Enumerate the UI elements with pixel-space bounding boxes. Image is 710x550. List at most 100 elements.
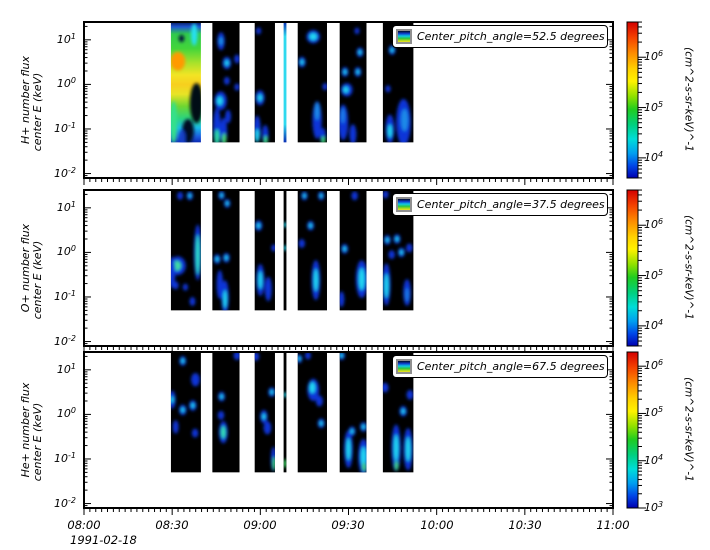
colorbar-tick-label: 103: [644, 500, 664, 514]
flux-blob: [258, 271, 263, 289]
flux-blob: [195, 234, 200, 275]
flux-blob: [340, 107, 346, 124]
flux-blob: [401, 108, 409, 132]
colorbar-ticks: [638, 21, 646, 179]
y-tick-label: 100: [56, 76, 76, 90]
flux-blob: [283, 222, 287, 228]
flux-blob: [399, 250, 404, 255]
colorbar-tick-label: 105: [644, 268, 664, 282]
flux-blob: [225, 201, 229, 206]
y-tick-label: 100: [56, 244, 76, 258]
colorbar-ticks: [638, 365, 646, 509]
flux-blob: [256, 223, 261, 229]
colorbar-o-plus: [626, 189, 639, 347]
panel-o-plus: [83, 189, 646, 353]
flux-blob: [170, 396, 174, 404]
flux-blob: [298, 239, 306, 248]
flux-blob: [405, 288, 409, 302]
flux-blob: [255, 128, 260, 143]
flux-blobs: [170, 190, 413, 311]
flux-blob: [191, 403, 195, 408]
flux-blob: [360, 446, 367, 467]
data-segment: [297, 190, 327, 311]
y-tick-label: 10-1: [54, 451, 76, 465]
x-tick-label: 08:00: [67, 518, 101, 532]
legend-spectrogram-icon: [396, 29, 412, 44]
flux-blob: [234, 83, 240, 91]
flux-blob: [189, 83, 204, 124]
colorbar-h-plus: [626, 21, 639, 179]
flux-blob: [314, 102, 320, 121]
legend-box-heplus: Center_pitch_angle=67.5 degrees: [392, 355, 608, 378]
flux-blob: [387, 124, 393, 138]
legend-label: Center_pitch_angle=67.5 degrees: [417, 360, 605, 373]
flux-blob: [283, 245, 287, 251]
colorbar-tick-label: 105: [644, 100, 664, 114]
colorbar-unit-label: (cm^2-s-sr-keV)^-1: [682, 47, 695, 152]
flux-blob: [177, 191, 184, 200]
y-tick-label: 10-2: [54, 496, 76, 510]
flux-blob: [190, 23, 198, 46]
flux-blob: [385, 237, 389, 243]
flux-blob: [354, 27, 360, 35]
flux-blob: [219, 37, 223, 46]
legend-box-hplus: Center_pitch_angle=52.5 degrees: [392, 25, 608, 48]
flux-blob: [178, 130, 186, 143]
flux-blob: [309, 382, 316, 394]
flux-blob: [309, 33, 318, 41]
colorbar-tick-label: 106: [644, 217, 664, 231]
colorbar-unit-label: (cm^2-s-sr-keV)^-1: [682, 215, 695, 320]
flux-blob: [189, 296, 196, 306]
flux-blob: [224, 60, 229, 66]
flux-blob: [216, 96, 223, 106]
flux-blobs: [170, 352, 414, 473]
flux-blob: [362, 462, 366, 472]
y-tick-label: 10-1: [54, 121, 76, 135]
y-axis-label-line2-oplus: center E (keV): [31, 240, 44, 320]
flux-blob: [257, 94, 263, 102]
flux-blob: [233, 352, 241, 361]
flux-blob: [406, 243, 413, 253]
flux-blobs: [170, 23, 411, 143]
x-tick-label: 10:30: [508, 518, 542, 532]
colorbar-tick-label: 104: [644, 150, 664, 164]
flux-blob: [271, 244, 277, 252]
flux-blob: [388, 250, 395, 260]
flux-blob: [343, 246, 347, 252]
flux-blob: [181, 358, 185, 364]
data-segment: [283, 22, 287, 143]
colorbar-unit-label: (cm^2-s-sr-keV)^-1: [682, 377, 695, 482]
flux-blob: [401, 408, 405, 414]
colorbar-tick-label: 104: [644, 318, 664, 332]
flux-blob: [313, 268, 319, 292]
flux-blob: [300, 59, 304, 65]
flux-blob: [170, 256, 176, 289]
flux-blob: [223, 290, 227, 309]
panel-frame: [83, 189, 614, 347]
flux-blob: [263, 135, 268, 143]
flux-blob: [215, 256, 219, 262]
flux-blob: [270, 389, 274, 395]
flux-blob: [381, 382, 389, 393]
flux-blob: [255, 27, 262, 35]
panel-frame: [83, 351, 614, 509]
y-tick-label: 100: [56, 406, 76, 420]
y-tick-label: 10-2: [54, 166, 76, 180]
colorbar-tick-label: 106: [644, 358, 664, 372]
flux-blob: [305, 352, 311, 360]
y-tick-label: 101: [56, 200, 76, 214]
x-tick-label: 11:00: [596, 518, 630, 532]
flux-blob: [234, 54, 240, 64]
flux-blob: [178, 34, 185, 43]
flux-blob: [382, 190, 389, 199]
flux-blob: [220, 425, 226, 439]
x-tick-label: 08:30: [155, 518, 189, 532]
data-segment: [297, 352, 327, 473]
x-tick-label: 09:00: [243, 518, 277, 532]
flux-blob: [225, 109, 232, 124]
colorbar-tick-label: 105: [644, 405, 664, 419]
flux-blob: [302, 193, 306, 198]
flux-blob: [319, 193, 323, 198]
colorbar-he-plus: [626, 351, 639, 509]
